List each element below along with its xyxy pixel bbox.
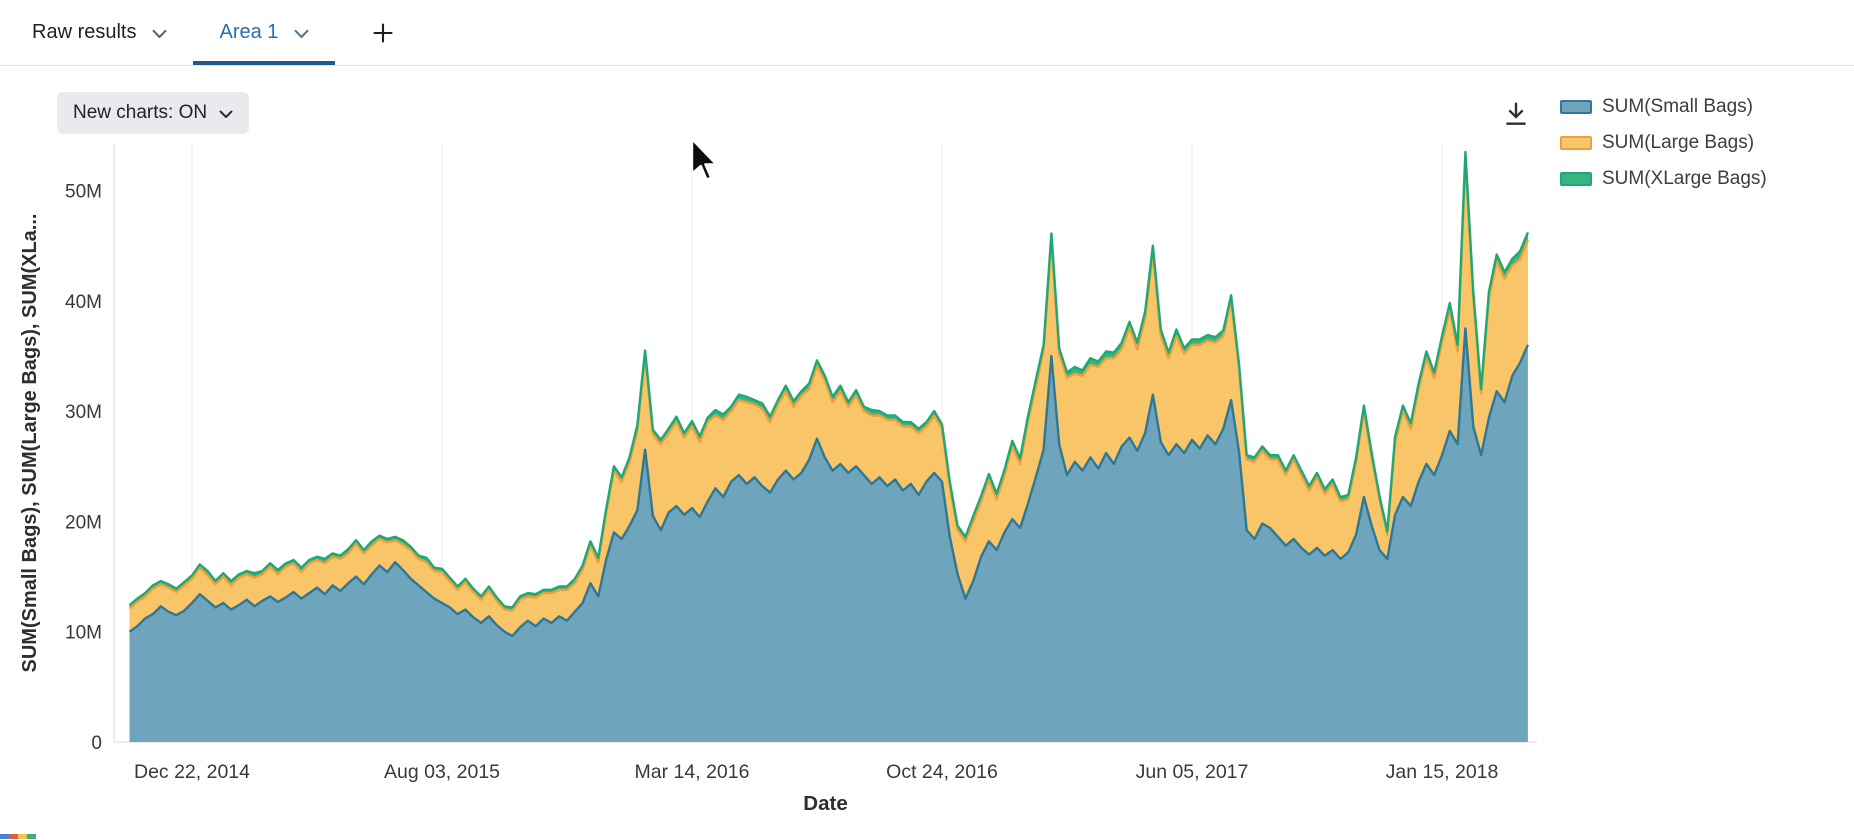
edge-line-SUM(XLarge Bags) (128, 150, 1530, 609)
y-tick-label: 0 (91, 733, 102, 754)
legend-item-small-bags[interactable]: SUM(Small Bags) (1560, 96, 1767, 118)
chevron-down-icon (219, 110, 233, 118)
chart-panel: 0 10M 20M 30M 40M 50M Dec 22, 2014 Aug 03, 2015… (0, 66, 1854, 839)
y-tick-label: 10M (65, 623, 102, 644)
x-axis-title: Date (803, 792, 847, 815)
y-tick-label: 40M (65, 292, 102, 313)
edge-line-SUM(Small Bags) (128, 327, 1529, 638)
x-tick-label: Aug 03, 2015 (384, 761, 500, 783)
legend-swatch-large-bags (1560, 136, 1592, 150)
legend-label-xlarge-bags: SUM(XLarge Bags) (1602, 168, 1767, 189)
chevron-down-icon (152, 29, 167, 38)
mouse-cursor-icon (690, 137, 718, 181)
area-SUM(Small Bags) (129, 328, 1528, 742)
x-tick-label: Jun 05, 2017 (1136, 761, 1249, 783)
legend-swatch-xlarge-bags (1560, 172, 1592, 186)
tab-raw-results-label: Raw results (32, 21, 137, 43)
y-tick-label: 50M (65, 182, 102, 203)
area-SUM(Large Bags) (129, 159, 1528, 637)
add-tab-button[interactable] (363, 0, 403, 65)
bottom-edge-fragment (0, 834, 36, 839)
tab-raw-results[interactable]: Raw results (6, 0, 193, 65)
plus-icon (373, 22, 393, 43)
y-tick-label: 20M (65, 512, 102, 533)
fragment-color-block (18, 834, 27, 839)
tab-bar: Raw results Area 1 (0, 0, 1854, 66)
y-axis-title: SUM(Small Bags), SUM(Large Bags), SUM(XL… (19, 214, 41, 673)
legend-item-large-bags[interactable]: SUM(Large Bags) (1560, 132, 1767, 154)
x-tick-label: Dec 22, 2014 (134, 761, 250, 783)
legend-label-small-bags: SUM(Small Bags) (1602, 96, 1753, 117)
stacked-area-chart[interactable]: 0 10M 20M 30M 40M 50M Dec 22, 2014 Aug 03, 2015… (0, 66, 1854, 839)
legend-label-large-bags: SUM(Large Bags) (1602, 132, 1755, 153)
tab-area-1[interactable]: Area 1 (193, 0, 335, 65)
fragment-color-block (27, 834, 36, 839)
y-tick-label: 30M (65, 402, 102, 423)
new-charts-toggle-label: New charts: ON (73, 102, 208, 123)
x-tick-label: Jan 15, 2018 (1386, 761, 1499, 783)
chart-legend: SUM(Small Bags) SUM(Large Bags) SUM(XLar… (1560, 96, 1767, 190)
chevron-down-icon (294, 29, 309, 38)
tab-area-1-label: Area 1 (219, 21, 279, 43)
fragment-color-block (0, 834, 9, 839)
fragment-color-block (9, 834, 18, 839)
legend-swatch-small-bags (1560, 100, 1592, 114)
edge-line-SUM(Large Bags) (128, 158, 1530, 612)
new-charts-toggle[interactable]: New charts: ON (57, 92, 250, 134)
x-tick-label: Mar 14, 2016 (635, 761, 750, 783)
legend-item-xlarge-bags[interactable]: SUM(XLarge Bags) (1560, 168, 1767, 190)
download-button[interactable] (1498, 96, 1534, 137)
x-tick-label: Oct 24, 2016 (886, 761, 998, 783)
download-icon (1506, 102, 1526, 125)
